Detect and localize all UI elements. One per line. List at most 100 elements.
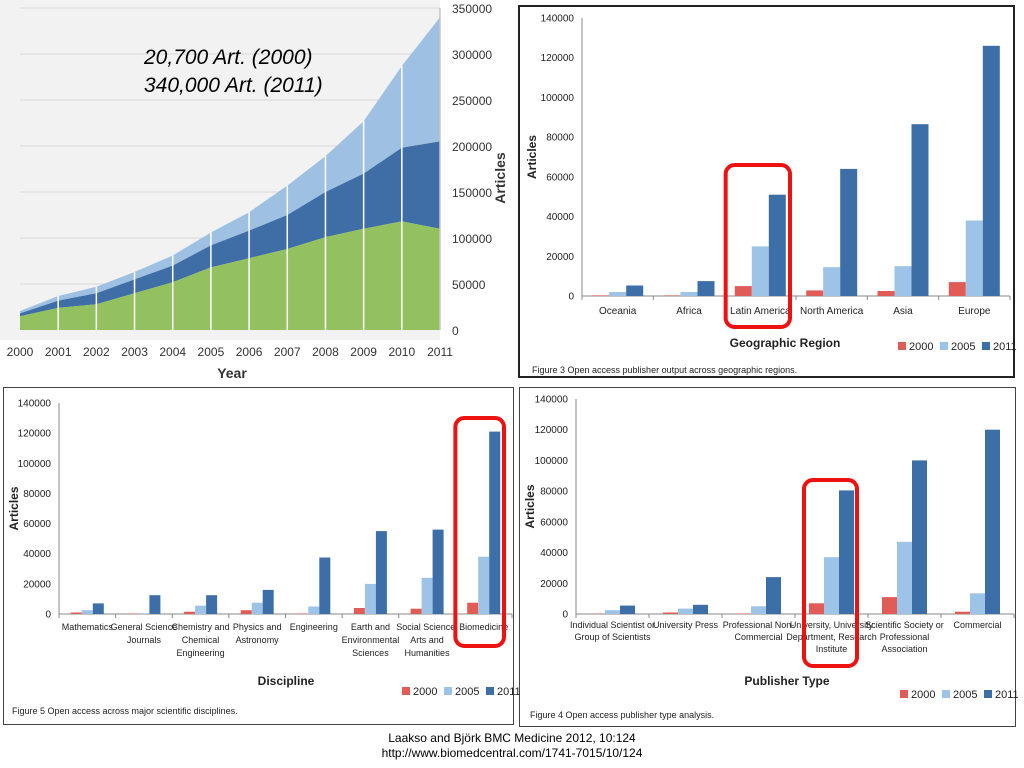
x-tick-label: Individual Scientist or Group of Scientis… bbox=[570, 620, 655, 642]
figure-caption: Figure 3 Open access publisher output ac… bbox=[532, 365, 797, 375]
legend-label-2011: 2011 bbox=[993, 341, 1017, 353]
y-tick-label: 60000 bbox=[546, 172, 574, 183]
bar-2000 bbox=[663, 295, 681, 296]
bar-2000 bbox=[948, 282, 966, 296]
bar-2000 bbox=[663, 612, 678, 614]
x-tick-label: Social Science, Arts and Humanities bbox=[396, 622, 458, 658]
bar-2011 bbox=[206, 595, 218, 614]
y-tick-label: 100000 bbox=[535, 456, 569, 467]
bar-2011 bbox=[982, 45, 1000, 296]
bar-2000 bbox=[809, 603, 824, 615]
x-tick-label: Mathematics bbox=[62, 622, 114, 632]
x-tick-label: Oceania bbox=[599, 306, 637, 317]
y-tick-label: 0 bbox=[562, 610, 568, 621]
bar-2005 bbox=[138, 613, 150, 614]
bar-2000 bbox=[592, 295, 610, 296]
annotation-2011: 340,000 Art. (2011) bbox=[144, 74, 323, 97]
citation-line1: Laakso and Björk BMC Medicine 2012, 10:1… bbox=[388, 731, 636, 745]
y-tick-label: 20000 bbox=[23, 579, 51, 590]
bar-2000 bbox=[734, 286, 752, 296]
area-series-3 bbox=[20, 17, 440, 314]
bar-2011 bbox=[375, 531, 387, 614]
x-tick-label: Europe bbox=[958, 306, 991, 317]
bar-2011 bbox=[149, 595, 161, 614]
x-tick-label: Africa bbox=[676, 306, 702, 317]
x-tick-label: 2008 bbox=[312, 345, 339, 359]
publisher-bar-chart: 0 20000 40000 60000 80000 100000 120000 140000 I… bbox=[523, 395, 1019, 721]
x-tick-label: Professional Non-Commercial bbox=[723, 620, 795, 642]
bar-2000 bbox=[882, 597, 897, 614]
bar-2011 bbox=[697, 281, 715, 296]
y-tick-label: 100000 bbox=[452, 232, 492, 246]
bar-2011 bbox=[489, 431, 501, 614]
bar-2000 bbox=[184, 611, 196, 614]
publisher-chart-panel: 0 20000 40000 60000 80000 100000 120000 140000 I… bbox=[519, 387, 1019, 727]
legend-swatch-2011 bbox=[982, 342, 990, 350]
x-tick-label: Commercial bbox=[953, 620, 1001, 630]
y-tick-label: 40000 bbox=[540, 548, 568, 559]
y-tick-label: 120000 bbox=[535, 425, 569, 436]
x-tick-label: Earth and Environmental Sciences bbox=[342, 622, 400, 658]
legend-swatch-2000 bbox=[402, 687, 410, 695]
x-tick-label: 2004 bbox=[159, 345, 186, 359]
y-tick-label: 120000 bbox=[18, 429, 52, 440]
x-tick-label: 2006 bbox=[236, 345, 263, 359]
bar-2011 bbox=[912, 460, 927, 614]
highlight-box bbox=[802, 478, 859, 668]
highlight-box bbox=[453, 416, 506, 648]
legend-swatch-2000 bbox=[898, 342, 906, 350]
y-tick-label: 50000 bbox=[452, 278, 486, 292]
x-tick-label: 2009 bbox=[350, 345, 377, 359]
bar-2011 bbox=[620, 605, 635, 614]
bar-2005 bbox=[421, 577, 433, 614]
y-tick-label: 40000 bbox=[546, 212, 574, 223]
y-tick-label: 140000 bbox=[541, 14, 575, 25]
annotation-2000: 20,700 Art. (2000) bbox=[144, 46, 313, 69]
x-tick-label: Physics and Astronomy bbox=[233, 622, 282, 645]
y-axis-title: Articles bbox=[7, 486, 21, 530]
x-tick-label: 2003 bbox=[121, 345, 148, 359]
geographic-bar-chart: 0 20000 40000 60000 80000 100000 120000 140000 O… bbox=[525, 14, 1017, 376]
legend-swatch-2005 bbox=[444, 687, 452, 695]
area-chart: 0 50000 100000 150000 200000 250000 300000 3500… bbox=[0, 0, 508, 381]
y-tick-label: 250000 bbox=[452, 94, 492, 108]
bar-2000 bbox=[955, 611, 970, 614]
bar-2005 bbox=[965, 220, 983, 296]
y-tick-label: 0 bbox=[45, 610, 51, 621]
x-tick-label: General Science Journals bbox=[111, 622, 178, 645]
y-tick-label: 60000 bbox=[540, 517, 568, 528]
bar-2011 bbox=[262, 589, 274, 614]
y-tick-label: 20000 bbox=[546, 252, 574, 263]
legend-label-2011: 2011 bbox=[995, 689, 1019, 701]
x-tick-label: 2007 bbox=[274, 345, 301, 359]
legend-swatch-2005 bbox=[940, 342, 948, 350]
legend-swatch-2005 bbox=[942, 690, 950, 698]
bar-2000 bbox=[467, 602, 479, 614]
y-tick-label: 350000 bbox=[452, 2, 492, 16]
bar-2005 bbox=[195, 605, 207, 614]
x-tick-label: 2011 bbox=[427, 345, 453, 359]
y-tick-label: 100000 bbox=[541, 93, 575, 104]
bar-2005 bbox=[897, 541, 912, 614]
legend-label-2005: 2005 bbox=[951, 341, 975, 353]
x-axis-title: Publisher Type bbox=[744, 674, 829, 688]
y-tick-label: 150000 bbox=[452, 186, 492, 200]
geographic-chart-panel: 0 20000 40000 60000 80000 100000 120000 140000 O… bbox=[518, 5, 1017, 378]
legend-label-2000: 2000 bbox=[909, 341, 933, 353]
bar-2005 bbox=[678, 608, 693, 614]
legend-label-2000: 2000 bbox=[413, 686, 437, 698]
legend-label-2005: 2005 bbox=[953, 689, 977, 701]
bar-2000 bbox=[410, 608, 422, 614]
bar-2011 bbox=[985, 429, 1000, 614]
bar-2005 bbox=[824, 557, 839, 614]
discipline-bar-chart: 0 20000 40000 60000 80000 100000 120000 140000 M… bbox=[7, 399, 521, 717]
y-tick-label: 120000 bbox=[541, 53, 575, 64]
legend-label-2005: 2005 bbox=[455, 686, 479, 698]
highlight-box bbox=[723, 163, 793, 329]
bar-2000 bbox=[240, 610, 252, 614]
citation-url: http://www.biomedcentral.com/1741-7015/1… bbox=[381, 746, 643, 760]
bar-2011 bbox=[626, 285, 644, 296]
x-tick-label: 2000 bbox=[7, 345, 34, 359]
x-axis-title: Year bbox=[217, 365, 247, 381]
y-axis-title: Articles bbox=[492, 152, 508, 204]
